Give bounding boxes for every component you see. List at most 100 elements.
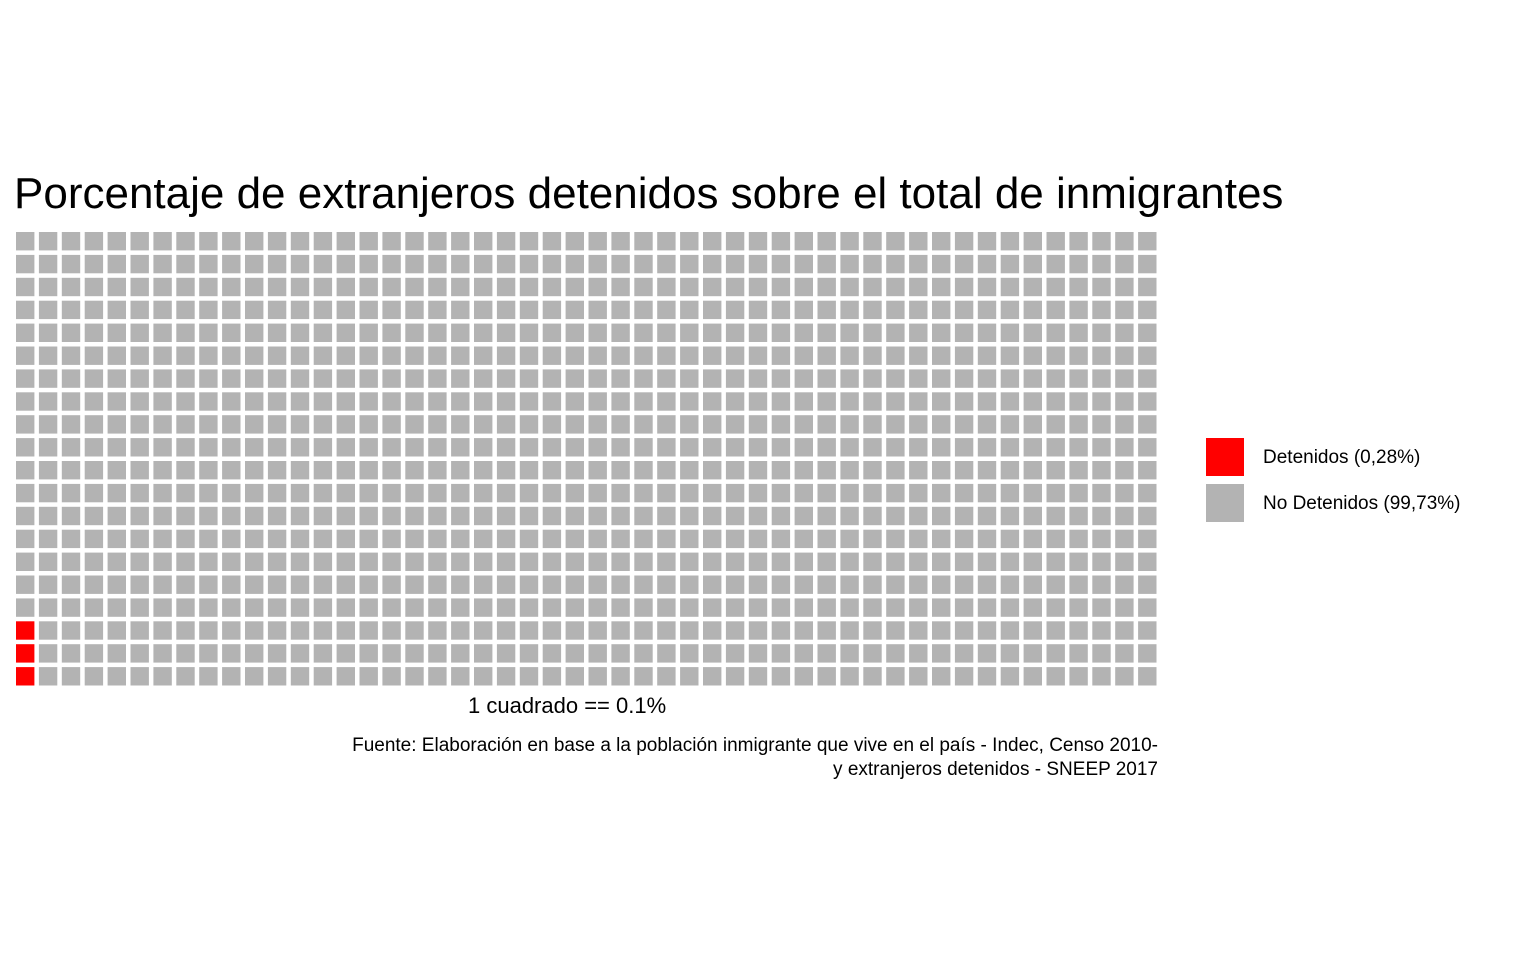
waffle-square bbox=[749, 369, 767, 387]
waffle-square bbox=[634, 644, 652, 662]
waffle-square bbox=[108, 667, 126, 685]
waffle-square bbox=[176, 324, 194, 342]
waffle-square bbox=[749, 347, 767, 365]
waffle-square bbox=[291, 461, 309, 479]
waffle-square bbox=[405, 278, 423, 296]
waffle-square bbox=[153, 369, 171, 387]
waffle-square bbox=[131, 576, 149, 594]
waffle-square bbox=[382, 576, 400, 594]
waffle-square bbox=[131, 324, 149, 342]
waffle-square bbox=[634, 530, 652, 548]
waffle-square bbox=[955, 507, 973, 525]
waffle-square bbox=[268, 369, 286, 387]
waffle-square bbox=[85, 507, 103, 525]
waffle-square bbox=[405, 347, 423, 365]
waffle-square bbox=[382, 438, 400, 456]
waffle-square bbox=[1024, 484, 1042, 502]
waffle-square bbox=[680, 438, 698, 456]
waffle-square bbox=[1069, 576, 1087, 594]
waffle-square bbox=[818, 507, 836, 525]
waffle-square bbox=[863, 530, 881, 548]
waffle-square bbox=[840, 415, 858, 433]
waffle-square bbox=[795, 621, 813, 639]
waffle-square bbox=[932, 553, 950, 571]
waffle-square bbox=[749, 301, 767, 319]
waffle-square bbox=[405, 392, 423, 410]
waffle-square bbox=[337, 438, 355, 456]
waffle-square bbox=[405, 324, 423, 342]
waffle-square bbox=[268, 232, 286, 250]
waffle-square bbox=[360, 347, 378, 365]
waffle-square bbox=[1069, 347, 1087, 365]
waffle-square bbox=[382, 644, 400, 662]
waffle-square bbox=[1001, 576, 1019, 594]
waffle-square bbox=[978, 667, 996, 685]
waffle-square bbox=[291, 347, 309, 365]
waffle-square bbox=[314, 278, 332, 296]
waffle-square bbox=[520, 576, 538, 594]
waffle-square bbox=[657, 301, 675, 319]
waffle-square bbox=[1138, 369, 1156, 387]
waffle-square bbox=[543, 347, 561, 365]
waffle-square bbox=[795, 576, 813, 594]
waffle-square bbox=[497, 255, 515, 273]
waffle-square bbox=[62, 438, 80, 456]
waffle-square bbox=[589, 621, 607, 639]
waffle-square bbox=[39, 347, 57, 365]
waffle-square bbox=[360, 553, 378, 571]
waffle-square bbox=[863, 484, 881, 502]
waffle-square bbox=[291, 278, 309, 296]
waffle-square bbox=[497, 576, 515, 594]
waffle-square bbox=[611, 553, 629, 571]
waffle-square bbox=[199, 530, 217, 548]
waffle-square bbox=[337, 598, 355, 616]
waffle-square bbox=[222, 324, 240, 342]
waffle-square bbox=[634, 507, 652, 525]
waffle-square bbox=[703, 461, 721, 479]
waffle-square bbox=[131, 484, 149, 502]
waffle-square bbox=[840, 484, 858, 502]
waffle-square bbox=[726, 369, 744, 387]
waffle-square bbox=[772, 369, 790, 387]
waffle-square bbox=[337, 347, 355, 365]
waffle-square bbox=[909, 255, 927, 273]
waffle-square bbox=[428, 644, 446, 662]
waffle-square bbox=[589, 644, 607, 662]
waffle-square bbox=[268, 576, 286, 594]
waffle-square bbox=[451, 438, 469, 456]
waffle-square bbox=[772, 530, 790, 548]
waffle-square bbox=[909, 553, 927, 571]
waffle-square bbox=[199, 255, 217, 273]
waffle-square bbox=[886, 415, 904, 433]
waffle-square bbox=[176, 576, 194, 594]
waffle-square bbox=[566, 347, 584, 365]
waffle-square bbox=[886, 232, 904, 250]
waffle-square bbox=[955, 438, 973, 456]
waffle-square bbox=[932, 278, 950, 296]
waffle-square bbox=[520, 369, 538, 387]
waffle-square bbox=[337, 232, 355, 250]
waffle-square bbox=[85, 553, 103, 571]
waffle-square bbox=[680, 507, 698, 525]
waffle-square bbox=[62, 644, 80, 662]
waffle-square bbox=[818, 553, 836, 571]
waffle-square bbox=[1024, 255, 1042, 273]
waffle-square bbox=[291, 438, 309, 456]
waffle-square bbox=[245, 553, 263, 571]
waffle-square bbox=[1001, 530, 1019, 548]
waffle-square bbox=[932, 461, 950, 479]
waffle-square bbox=[1001, 278, 1019, 296]
waffle-square bbox=[360, 667, 378, 685]
waffle-square bbox=[1024, 392, 1042, 410]
waffle-square bbox=[520, 530, 538, 548]
waffle-square bbox=[566, 530, 584, 548]
waffle-square bbox=[703, 392, 721, 410]
waffle-square bbox=[1047, 438, 1065, 456]
waffle-square bbox=[726, 278, 744, 296]
waffle-square bbox=[1001, 598, 1019, 616]
waffle-square bbox=[428, 667, 446, 685]
waffle-square bbox=[955, 598, 973, 616]
waffle-square bbox=[886, 598, 904, 616]
waffle-square bbox=[451, 461, 469, 479]
waffle-square bbox=[1069, 438, 1087, 456]
